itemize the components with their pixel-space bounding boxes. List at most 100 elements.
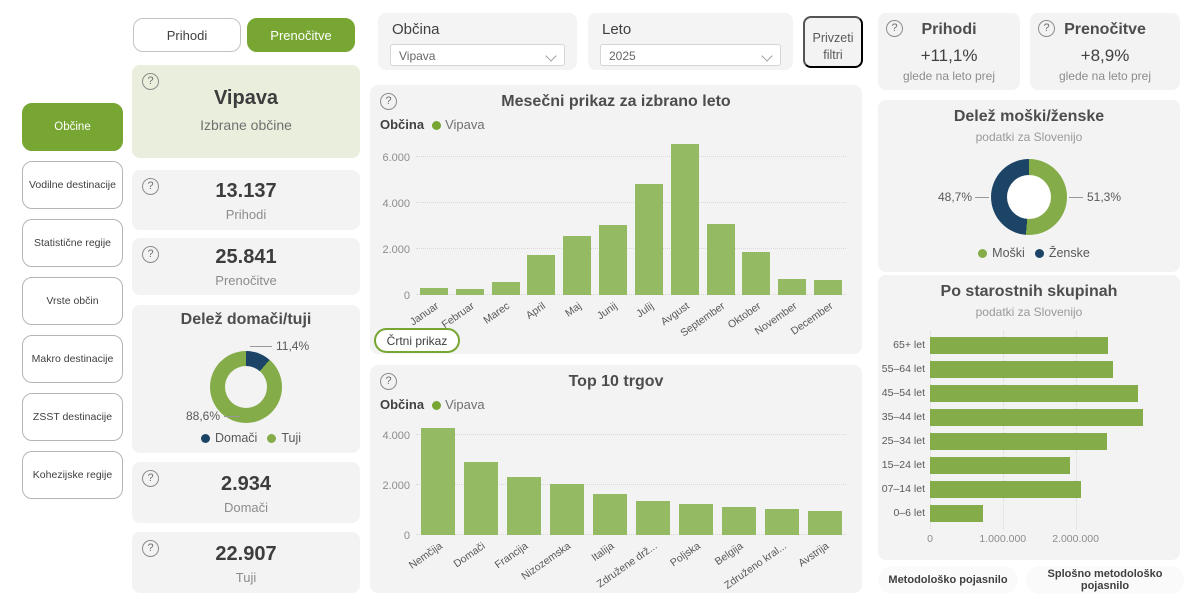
sidebar-item-obcine[interactable]: Občine [22, 103, 123, 151]
bar-maj[interactable] [563, 236, 592, 295]
help-icon[interactable]: ? [380, 93, 397, 110]
arrivals-change-card: ? Prihodi +11,1% glede na leto prej [878, 13, 1020, 90]
bar-07-14-let[interactable] [930, 481, 1081, 498]
x-axis-tick-label: 0 [927, 533, 933, 545]
chart-legend: Občina Vipava [380, 397, 485, 412]
legend-label: Občina [380, 397, 425, 412]
arrivals-change-value: +11,1% [920, 46, 978, 65]
help-icon[interactable]: ? [142, 73, 159, 90]
legend-dot-icon [1034, 249, 1044, 258]
municipality-select[interactable]: Vipava [390, 44, 565, 66]
y-axis-tick-label: 4.000 [382, 430, 410, 443]
general-methodology-button[interactable]: Splošno metodološko pojasnilo [1026, 566, 1184, 594]
bar-februar[interactable] [455, 288, 484, 295]
chart-subtitle: podatki za Slovenijo [975, 305, 1083, 319]
callout-domestic-large: 88,6% [185, 409, 220, 423]
bar-poljska[interactable] [678, 504, 713, 535]
series-name: Vipava [445, 117, 485, 132]
default-filters-button[interactable]: Privzeti filtri [803, 16, 863, 68]
nights-change-title: Prenočitve [1064, 21, 1146, 38]
callout-line [975, 197, 989, 198]
bar-april[interactable] [527, 254, 556, 295]
help-icon[interactable]: ? [380, 373, 397, 390]
legend-item-label: Domači [214, 431, 258, 445]
bar-december[interactable] [814, 280, 843, 295]
sidebar-item-statisticne-regije[interactable]: Statistične regije [22, 219, 123, 267]
help-icon[interactable]: ? [1038, 20, 1055, 37]
bar-45-54-let[interactable] [930, 385, 1139, 402]
x-axis-tick-label: Nemčija [406, 540, 445, 572]
selected-municipality: Vipava [213, 87, 279, 109]
bar-marec[interactable] [491, 282, 520, 295]
bar-35-44-let[interactable] [930, 409, 1144, 426]
chart-title: Mesečni prikaz za izbrano leto [501, 93, 731, 110]
monthly-chart-card: ? Mesečni prikaz za izbrano leto Občina V… [370, 85, 862, 354]
y-axis-tick-label: 0 [403, 290, 410, 302]
legend-label: Občina [380, 117, 425, 132]
legend-item-label: Ženske [1048, 246, 1090, 260]
sidebar-item-kohezijske-regije[interactable]: Kohezijske regije [22, 451, 123, 499]
arrivals-card: ? 13.137 Prihodi [132, 170, 360, 230]
bar-domaci[interactable] [463, 461, 498, 535]
arrivals-change-note: glede na leto prej [902, 69, 996, 83]
callout-foreign-small: 11,4% [276, 339, 310, 353]
sidebar-item-makro-destinacije[interactable]: Makro destinacije [22, 335, 123, 383]
bar-15-24-let[interactable] [930, 457, 1071, 474]
selected-municipality-label: Izbrane občine [200, 117, 292, 133]
arrivals-label: Prihodi [225, 207, 267, 222]
legend-item-tuji: Tuji [257, 431, 301, 445]
bar-belgija[interactable] [721, 506, 756, 535]
help-icon[interactable]: ? [142, 246, 159, 263]
donut-legend: Moški Ženske [878, 246, 1180, 260]
year-select[interactable]: 2025 [600, 44, 781, 66]
help-icon[interactable]: ? [142, 470, 159, 487]
bar-september[interactable] [706, 223, 735, 295]
gridline [416, 534, 846, 535]
year-filter-card: Leto 2025 [588, 13, 793, 70]
x-axis-tick-label: Italija [589, 540, 617, 564]
bar-25-34-let[interactable] [930, 433, 1107, 450]
bar-avgust[interactable] [670, 144, 699, 295]
sidebar-item-vrste-obcin[interactable]: Vrste občin [22, 277, 123, 325]
sidebar-item-zsst-destinacije[interactable]: ZSST destinacije [22, 393, 123, 441]
bar-55-64-let[interactable] [930, 361, 1114, 378]
year-filter-label: Leto [602, 21, 632, 38]
bar-januar[interactable] [419, 288, 448, 295]
domestic-label: Domači [223, 500, 269, 515]
legend-item-domaci: Domači [191, 431, 257, 445]
nights-change-note: glede na leto prej [1058, 69, 1152, 83]
toggle-prenocitve[interactable]: Prenočitve [247, 18, 355, 52]
line-view-button[interactable]: Črtni prikaz [374, 328, 460, 353]
nights-label: Prenočitve [215, 273, 277, 288]
bar-nemcija[interactable] [420, 427, 455, 535]
nights-change-value: +8,9% [1080, 46, 1130, 65]
help-icon[interactable]: ? [886, 20, 903, 37]
bar-italija[interactable] [592, 494, 627, 535]
bar-zdruzeno-kral[interactable] [764, 509, 799, 535]
bar-0-6-let[interactable] [930, 505, 984, 522]
x-axis-tick-label: Januar [407, 300, 441, 329]
bar-julij[interactable] [634, 184, 663, 295]
monthly-plot: 0 2.000 4.000 6.000 Januar Februar Marec April M… [382, 143, 846, 339]
bar-oktober[interactable] [742, 252, 771, 295]
methodology-button[interactable]: Metodološko pojasnilo [878, 566, 1018, 594]
bar-junij[interactable] [599, 224, 628, 295]
toggle-prihodi[interactable]: Prihodi [133, 18, 241, 52]
help-icon[interactable]: ? [142, 540, 159, 557]
bar-francija[interactable] [506, 476, 541, 535]
year-select-value: 2025 [609, 49, 636, 63]
bar-november[interactable] [778, 278, 807, 295]
bar-zdruzene-drz[interactable] [635, 501, 670, 535]
bar-nizozemska[interactable] [549, 484, 584, 535]
nights-value: 25.841 [215, 246, 277, 268]
series-dot-icon [432, 121, 442, 130]
callout-female: 48,7% [937, 190, 972, 204]
help-icon[interactable]: ? [142, 178, 159, 195]
sidebar-item-vodilne-destinacije[interactable]: Vodilne destinacije [22, 161, 123, 209]
chart-title: Top 10 trgov [568, 373, 664, 390]
municipality-filter-label: Občina [392, 21, 440, 38]
municipality-select-value: Vipava [399, 49, 436, 63]
bar-avstrija[interactable] [807, 511, 842, 535]
arrivals-value: 13.137 [215, 180, 277, 202]
bar-65-let[interactable] [930, 337, 1109, 354]
